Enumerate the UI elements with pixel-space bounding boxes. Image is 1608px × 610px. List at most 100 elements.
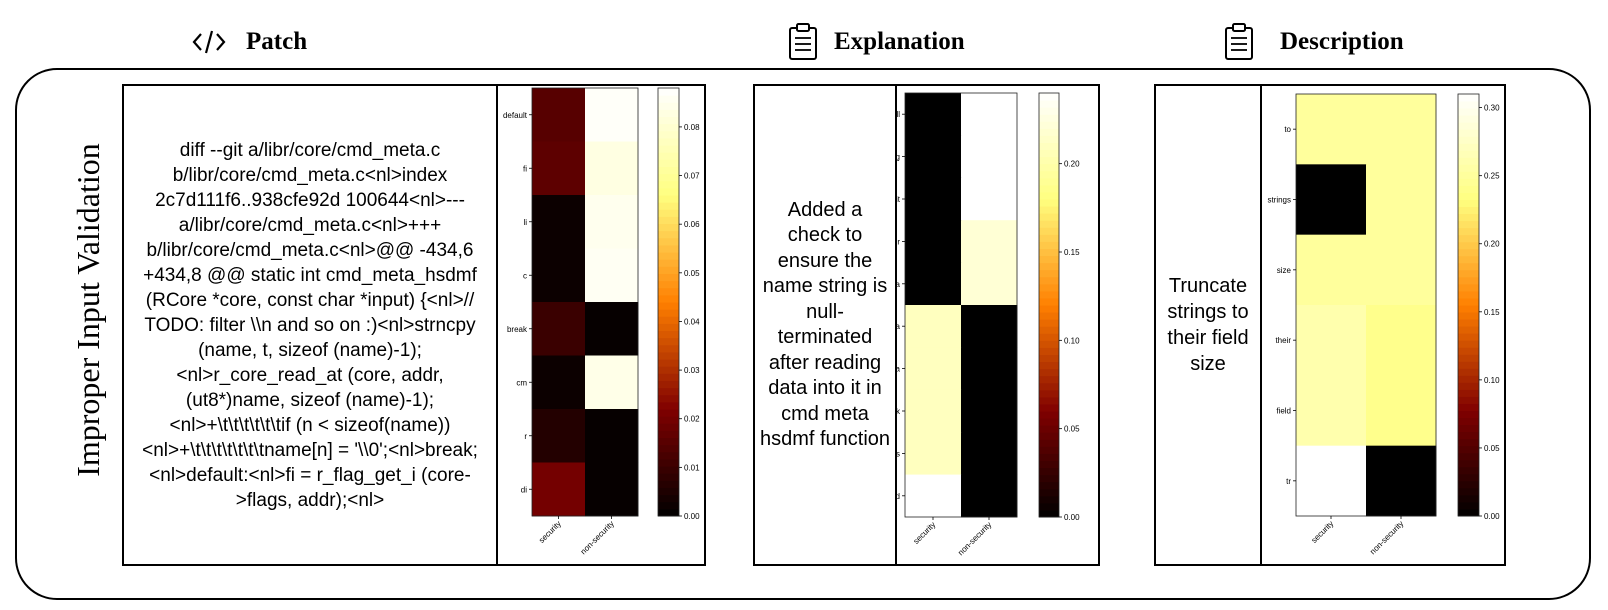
colorbar-segment xyxy=(658,373,679,381)
colorbar-segment xyxy=(658,294,679,303)
colorbar-segment xyxy=(1458,157,1479,165)
heatmap-cell xyxy=(905,389,962,433)
colorbar-segment xyxy=(658,230,679,239)
colorbar-segment xyxy=(1458,431,1479,440)
colorbar-segment xyxy=(1039,319,1059,327)
colorbar-segment xyxy=(1039,340,1059,348)
heatmap-cell xyxy=(961,262,1018,306)
colorbar-segment xyxy=(658,259,679,267)
colorbar-segment xyxy=(1458,220,1479,229)
colorbar-segment xyxy=(1458,136,1479,144)
patch-text: diff --git a/libr/core/cmd_meta.c b/libr… xyxy=(142,139,478,511)
heatmap-axes xyxy=(531,87,639,517)
heatmap-cell xyxy=(905,432,962,475)
colorbar-segment xyxy=(1039,100,1059,108)
colorbar-segment xyxy=(658,195,679,203)
colorbar-segment xyxy=(1458,276,1479,285)
colorbar-segment xyxy=(1039,248,1059,257)
colorbar-segment xyxy=(658,480,679,488)
colorbar-tick-label: 0.00 xyxy=(1064,513,1080,522)
colorbar-segment xyxy=(1458,122,1479,130)
heatmap-cell xyxy=(532,302,586,356)
colorbar-segment xyxy=(658,166,679,175)
colorbar-segment xyxy=(1458,361,1479,369)
row-label-text: Improper Input Validation xyxy=(70,143,106,477)
colorbar-segment xyxy=(658,266,679,274)
colorbar-segment xyxy=(1458,129,1479,137)
y-tick-label: fi xyxy=(523,164,527,173)
colorbar-segment xyxy=(658,88,679,96)
colorbar-tick-label: 0.04 xyxy=(684,317,700,326)
colorbar-segment xyxy=(1458,473,1479,482)
y-tick-label: it xyxy=(896,195,901,204)
colorbar-segment xyxy=(1458,94,1479,102)
y-tick-label: their xyxy=(1275,336,1291,345)
colorbar-segment xyxy=(1458,206,1479,215)
colorbar-segment xyxy=(658,337,679,346)
heatmap-cell xyxy=(1366,445,1437,517)
colorbar-segment xyxy=(658,466,679,474)
colorbar-segment xyxy=(1458,143,1479,151)
colorbar-segment xyxy=(1458,445,1479,454)
colorbar-segment xyxy=(1458,389,1479,397)
explanation-attention-heatmap: nullreadingitafterdatametaacheckhsaddeds… xyxy=(895,84,1100,566)
heatmap-cell xyxy=(1296,445,1367,517)
colorbar-segment xyxy=(1458,248,1479,257)
colorbar-segment xyxy=(1458,283,1479,292)
heatmap-cell xyxy=(905,347,962,391)
heatmap-cell xyxy=(585,462,639,517)
heatmap-cell xyxy=(1366,94,1437,165)
colorbar-tick-label: 0.00 xyxy=(684,512,700,521)
colorbar-segment xyxy=(1458,368,1479,376)
colorbar-segment xyxy=(1039,107,1059,115)
heatmap-cell xyxy=(1296,234,1367,306)
colorbar-segment xyxy=(1039,191,1059,200)
heatmap-cell xyxy=(1296,305,1367,376)
colorbar-frame xyxy=(1457,93,1480,517)
colorbar-segment xyxy=(1039,488,1059,497)
colorbar-segment xyxy=(1458,333,1479,341)
heatmap-axes xyxy=(1295,93,1437,517)
colorbar-tick-label: 0.10 xyxy=(1064,336,1080,345)
colorbar-segment xyxy=(1039,290,1059,299)
colorbar-segment xyxy=(658,173,679,182)
colorbar-segment xyxy=(1039,396,1059,405)
colorbar-segment xyxy=(1458,382,1479,390)
heatmap-cell xyxy=(961,135,1018,179)
colorbar-segment xyxy=(1039,156,1059,165)
colorbar-segment xyxy=(1039,446,1059,454)
y-tick-label: r xyxy=(524,432,527,441)
heatmap-cell xyxy=(585,248,639,303)
heatmap-cell xyxy=(585,141,639,196)
colorbar-segment xyxy=(658,458,679,467)
colorbar-segment xyxy=(1039,283,1059,292)
colorbar-segment xyxy=(658,451,679,460)
heatmap-cell xyxy=(532,355,586,410)
colorbar-segment xyxy=(658,437,679,446)
colorbar-tick-label: 0.05 xyxy=(684,269,700,278)
y-tick-label: data xyxy=(895,280,901,289)
colorbar-frame xyxy=(657,87,680,517)
colorbar-segment xyxy=(1458,347,1479,355)
colorbar-segment xyxy=(658,252,679,260)
y-tick-label: strings xyxy=(1267,196,1291,205)
colorbar-segment xyxy=(1458,417,1479,426)
colorbar-segment xyxy=(1458,213,1479,222)
colorbar-segment xyxy=(1039,453,1059,461)
colorbar-tick-label: 0.05 xyxy=(1064,425,1080,434)
heatmap-cell xyxy=(905,305,962,348)
colorbar-tick-label: 0.07 xyxy=(684,172,700,181)
colorbar-segment xyxy=(1458,452,1479,461)
heatmap-cell xyxy=(961,389,1018,433)
colorbar-segment xyxy=(658,109,679,118)
colorbar-segment xyxy=(1039,121,1059,129)
colorbar-segment xyxy=(1039,220,1059,228)
colorbar-segment xyxy=(1039,495,1059,504)
colorbar-segment xyxy=(1458,501,1479,510)
y-tick-label: null xyxy=(895,110,900,119)
colorbar-segment xyxy=(1458,459,1479,468)
colorbar-tick-label: 0.20 xyxy=(1484,240,1500,249)
patch-text-box: diff --git a/libr/core/cmd_meta.c b/libr… xyxy=(122,84,498,566)
